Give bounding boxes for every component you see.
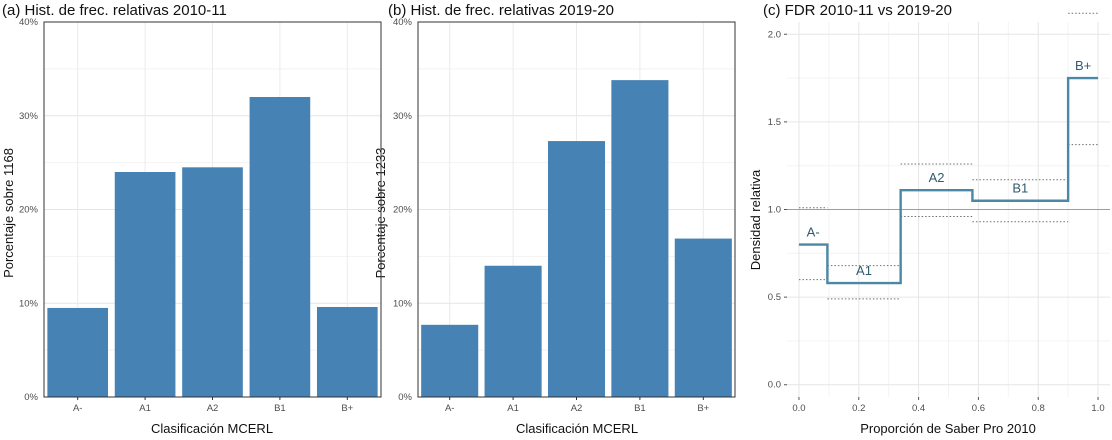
bar-B1 [611,80,669,397]
panel-c-xlabel: Proporción de Saber Pro 2010 [860,421,1036,436]
bar-B+ [674,238,732,397]
y-tick-label: 10% [19,298,39,309]
panel-a-plot: 0% 10% 20% 30% 40% A- A1 A2 B1 B+ [19,17,382,414]
x-tick-label: A- [73,403,83,414]
panel-b-plot: 0% 10% 20% 30% 40% A- A1 A2 B1 B+ [393,17,736,414]
x-tick-label: B1 [274,403,286,414]
y-tick-label: 40% [393,17,413,28]
segment-label-A-: A- [807,225,820,240]
panel-a-xlabel: Clasificación MCERL [151,421,273,436]
segment-label-A2: A2 [929,170,945,185]
x-tick-label: A2 [571,403,583,414]
y-tick-label: 0.5 [768,292,781,303]
panel-border [417,21,736,398]
bar-A2 [547,141,606,397]
segment-label-B1: B1 [1012,181,1028,196]
x-tick-label: A1 [139,403,151,414]
x-tick-label: 0.4 [912,403,925,414]
x-tick-label: 0.6 [972,403,985,414]
y-tick-label: 0% [398,392,412,403]
panel-border [43,21,382,398]
x-tick-label: 0.2 [852,403,865,414]
panel-a-title: (a) Hist. de frec. relativas 2010-11 [2,2,227,19]
panel-c-ylabel: Densidad relativa [748,169,763,270]
segment-label-A1: A1 [856,263,872,278]
bar-A1 [114,172,176,397]
bar-B1 [249,97,311,397]
y-tick-label: 2.0 [768,29,781,40]
bar-A- [47,307,109,397]
x-tick-label: B+ [341,403,353,414]
y-tick-label: 10% [393,298,413,309]
x-tick-label: 0.8 [1032,403,1045,414]
y-tick-label: 1.0 [768,205,781,216]
bar-A2 [182,167,243,397]
y-tick-label: 40% [19,17,39,28]
y-tick-label: 30% [393,111,413,122]
x-tick-label: A2 [207,403,219,414]
y-tick-label: 20% [19,205,39,216]
y-tick-label: 30% [19,111,39,122]
panel-c-title: (c) FDR 2010-11 vs 2019-20 [763,2,952,19]
panel-b-title: (b) Hist. de frec. relativas 2019-20 [388,2,614,19]
panel-a-ylabel: Porcentaje sobre 1168 [1,148,16,278]
x-tick-label: A1 [507,403,519,414]
density-step-line [798,76,1099,285]
y-tick-label: 0.0 [768,380,781,391]
y-tick-label: 1.5 [768,117,781,128]
x-tick-label: B+ [697,403,709,414]
bar-A- [421,324,479,397]
x-tick-label: 0.0 [792,403,805,414]
x-tick-label: A- [445,403,455,414]
x-tick-label: B1 [634,403,646,414]
y-tick-label: 0% [24,392,38,403]
bar-A1 [484,265,542,397]
panel-c-plot: 0.0 0.5 1.0 1.5 2.0 0.0 0.2 0.4 0.6 0.8 1.0 A- A1 A2 B… [768,12,1110,414]
panel-b-xlabel: Clasificación MCERL [516,421,638,436]
segment-label-B+: B+ [1075,58,1091,73]
y-tick-label: 20% [393,205,413,216]
bar-B+ [316,307,378,397]
x-tick-label: 1.0 [1091,403,1104,414]
